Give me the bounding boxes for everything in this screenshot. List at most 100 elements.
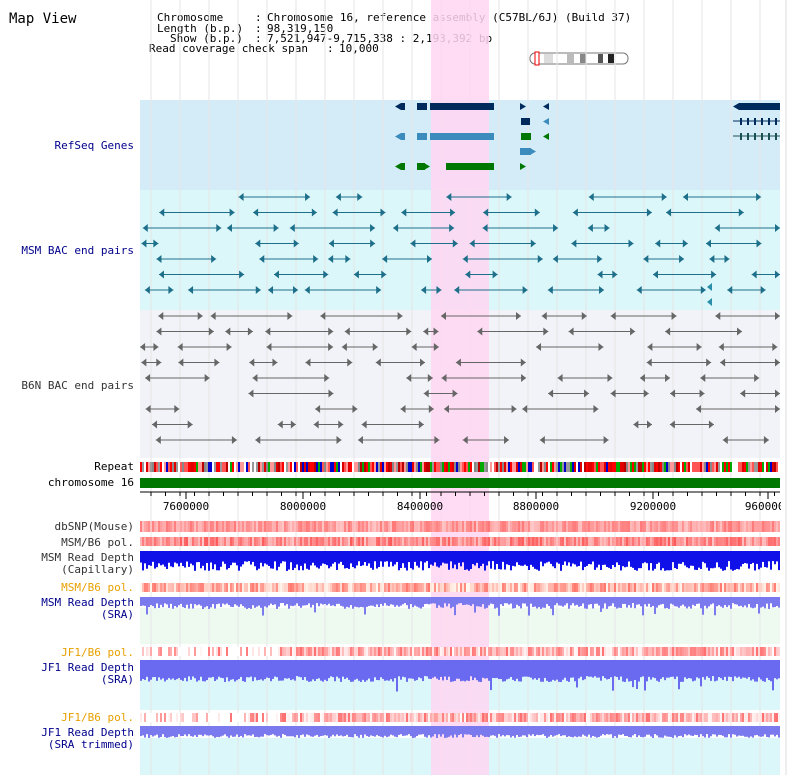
jf1-depth-trim-bar: [752, 726, 754, 738]
msm-pol2-cell: [344, 583, 346, 592]
jf1-pol-cell: [558, 647, 560, 656]
msm-depth-cap-bar: [488, 551, 490, 562]
jf1-depth-trim-bar: [354, 726, 356, 735]
msm-pol-cell: [578, 537, 580, 546]
repeat-cell: [664, 462, 666, 472]
msm-pol-cell: [620, 537, 622, 546]
msm-depth-cap-bar: [574, 551, 576, 565]
msm-depth-sra-bar: [466, 597, 468, 605]
msm-pol-cell: [444, 537, 446, 546]
msm-pol2-cell: [316, 583, 318, 592]
jf1-depth-trim-bar: [582, 726, 584, 735]
msm-pol2-cell: [306, 583, 308, 592]
jf1-depth-sra-bar: [318, 660, 320, 679]
jf1-pol2-cell: [768, 713, 770, 722]
msm-depth-cap-bar: [300, 551, 302, 566]
dbsnp-cell: [166, 521, 168, 532]
dbsnp-cell: [288, 521, 290, 532]
track-label-msm-b6-pol-2[interactable]: MSM/B6 pol.: [61, 581, 134, 594]
track-label-jf1-depth-sra[interactable]: JF1 Read Depth: [41, 661, 134, 674]
dbsnp-cell: [582, 521, 584, 532]
jf1-pol-cell: [498, 647, 500, 656]
msm-depth-sra-bar: [250, 597, 252, 609]
track-label-msm-depth-sra[interactable]: MSM Read Depth: [41, 596, 134, 609]
dbsnp-cell: [736, 521, 738, 532]
repeat-cell: [706, 462, 708, 472]
jf1-depth-trim-bar: [304, 726, 306, 737]
jf1-pol-cell: [374, 647, 376, 656]
highlight-region[interactable]: [431, 0, 489, 775]
msm-depth-cap-bar: [602, 551, 604, 565]
msm-depth-sra-bar: [776, 597, 778, 607]
msm-pol-cell: [536, 537, 538, 546]
b6n-bac-end: [152, 420, 158, 429]
msm-pol2-cell: [322, 583, 324, 592]
jf1-depth-trim-bar: [384, 726, 386, 736]
track-label-jf1-b6-pol[interactable]: JF1/B6 pol.: [61, 646, 134, 659]
track-label-msm-b6-pol[interactable]: MSM/B6 pol.: [61, 536, 134, 549]
msm-pol-cell: [248, 537, 250, 546]
msm-pol-cell: [370, 537, 372, 546]
jf1-pol-cell: [746, 647, 748, 656]
jf1-pol-cell: [342, 647, 344, 656]
refseq-genes-track[interactable]: [395, 103, 780, 170]
msm-depth-cap-bar: [690, 551, 692, 566]
msm-pol-cell: [552, 537, 554, 546]
msm-pol-cell: [306, 537, 308, 546]
track-label-jf1-b6-pol-2[interactable]: JF1/B6 pol.: [61, 711, 134, 724]
track-label-b6n-bac[interactable]: B6N BAC end pairs: [21, 379, 134, 392]
msm-pol-cell: [698, 537, 700, 546]
jf1-pol-cell: [376, 647, 378, 656]
dbsnp-cell: [202, 521, 204, 532]
b6n-bac-end: [210, 312, 216, 320]
jf1-depth-sra-bar: [254, 660, 256, 678]
bac-end-pairs-tracks[interactable]: [140, 193, 780, 444]
msm-pol-cell: [310, 537, 312, 546]
track-label-msm-depth-cap[interactable]: MSM Read Depth: [41, 551, 134, 564]
jf1-depth-sra-bar: [438, 660, 440, 680]
msm-pol-cell: [196, 537, 198, 546]
track-label-msm-bac[interactable]: MSM BAC end pairs: [21, 244, 134, 257]
dbsnp-cell: [614, 521, 616, 532]
msm-pol2-cell: [678, 583, 680, 592]
msm-pol2-cell: [388, 583, 390, 592]
msm-depth-cap-bar: [188, 551, 190, 567]
jf1-pol-cell: [572, 647, 574, 656]
jf1-pol-cell: [412, 647, 414, 656]
jf1-depth-trim-bar: [336, 726, 338, 735]
jf1-pol-cell: [578, 647, 580, 656]
jf1-depth-sra-bar: [512, 660, 514, 680]
jf1-depth-sra-bar: [434, 660, 436, 677]
msm-depth-cap-bar: [662, 551, 664, 569]
msm-depth-sra-bar: [408, 597, 410, 609]
chromosome-ideogram[interactable]: [529, 51, 629, 66]
jf1-pol2-cell: [664, 713, 666, 722]
jf1-pol2-cell: [190, 713, 192, 722]
msm-pol2-cell: [692, 583, 694, 592]
jf1-depth-trim-bar: [532, 726, 534, 735]
dbsnp-cell: [516, 521, 518, 532]
jf1-pol-cell: [722, 647, 724, 656]
jf1-depth-sra-bar: [378, 660, 380, 681]
dbsnp-cell: [558, 521, 560, 532]
dbsnp-cell: [468, 521, 470, 532]
track-label-dbsnp[interactable]: dbSNP(Mouse): [55, 520, 134, 533]
msm-depth-cap-bar: [486, 551, 488, 566]
track-label-refseq[interactable]: RefSeq Genes: [55, 139, 134, 152]
msm-depth-cap-bar: [672, 551, 674, 563]
dbsnp-cell: [632, 521, 634, 532]
jf1-pol-cell: [638, 647, 640, 656]
msm-bac-end: [293, 286, 299, 294]
dbsnp-cell: [774, 521, 776, 532]
msm-bac-end: [380, 208, 386, 217]
msm-pol-cell: [300, 537, 302, 546]
repeat-cell: [224, 462, 226, 472]
track-label-jf1-depth-trim[interactable]: JF1 Read Depth: [41, 726, 134, 739]
msm-depth-cap-bar: [566, 551, 568, 566]
dbsnp-cell: [378, 521, 380, 532]
b6n-bac-end: [153, 343, 159, 351]
jf1-depth-trim-bar: [654, 726, 656, 735]
jf1-depth-sra-bar: [778, 660, 780, 679]
msm-pol2-cell: [772, 583, 774, 592]
jf1-pol2-cell: [182, 713, 184, 722]
